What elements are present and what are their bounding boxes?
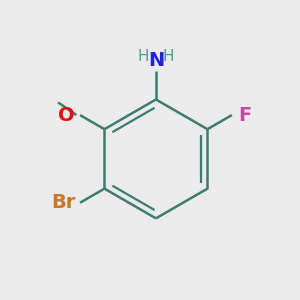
Text: H: H	[138, 50, 149, 64]
Text: O: O	[58, 106, 75, 124]
Text: F: F	[238, 106, 251, 124]
Text: Br: Br	[51, 193, 76, 212]
Text: N: N	[148, 51, 164, 70]
Text: H: H	[163, 50, 174, 64]
